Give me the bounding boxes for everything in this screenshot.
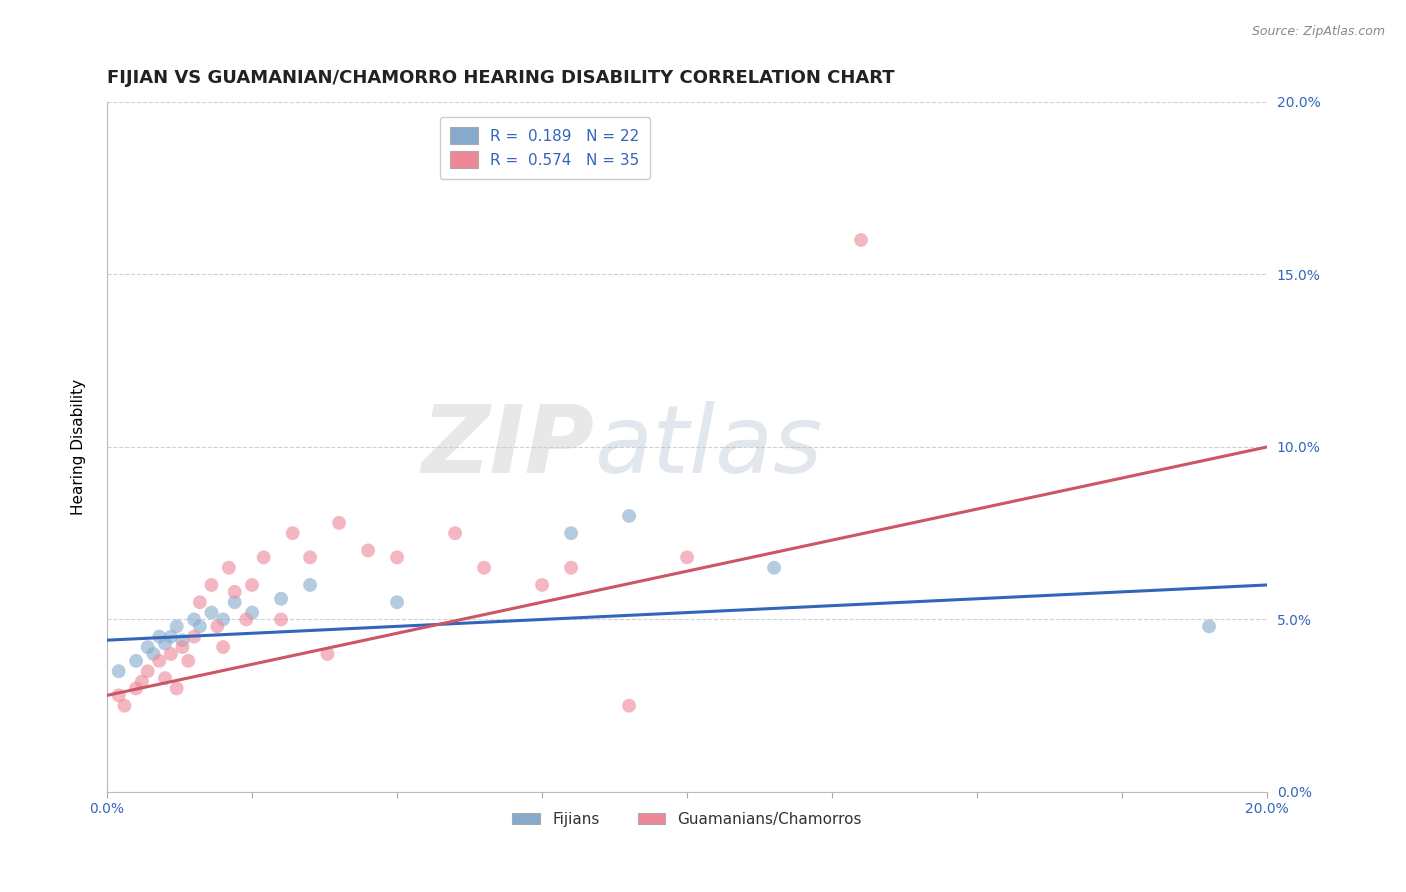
- Point: [531, 578, 554, 592]
- Point: [676, 550, 699, 565]
- Point: [270, 591, 292, 606]
- Point: [160, 630, 183, 644]
- Point: [299, 578, 322, 592]
- Point: [107, 689, 129, 703]
- Point: [148, 630, 170, 644]
- Point: [131, 674, 153, 689]
- Point: [240, 578, 263, 592]
- Point: [560, 560, 582, 574]
- Point: [172, 633, 194, 648]
- Point: [125, 681, 148, 696]
- Text: Source: ZipAtlas.com: Source: ZipAtlas.com: [1251, 25, 1385, 38]
- Point: [224, 585, 246, 599]
- Point: [328, 516, 350, 530]
- Point: [114, 698, 136, 713]
- Point: [172, 640, 194, 654]
- Point: [136, 640, 159, 654]
- Point: [385, 595, 408, 609]
- Point: [299, 550, 322, 565]
- Point: [177, 654, 200, 668]
- Point: [212, 612, 235, 626]
- Point: [472, 560, 495, 574]
- Point: [160, 647, 183, 661]
- Point: [218, 560, 240, 574]
- Point: [270, 612, 292, 626]
- Point: [212, 640, 235, 654]
- Point: [153, 637, 176, 651]
- Point: [617, 508, 640, 523]
- Legend: Fijians, Guamanians/Chamorros: Fijians, Guamanians/Chamorros: [506, 805, 868, 832]
- Point: [183, 630, 205, 644]
- Point: [1198, 619, 1220, 633]
- Point: [166, 681, 188, 696]
- Point: [188, 619, 211, 633]
- Point: [444, 526, 467, 541]
- Point: [281, 526, 304, 541]
- Point: [560, 526, 582, 541]
- Point: [183, 612, 205, 626]
- Point: [166, 619, 188, 633]
- Point: [849, 233, 872, 247]
- Point: [125, 654, 148, 668]
- Point: [148, 654, 170, 668]
- Point: [153, 671, 176, 685]
- Point: [763, 560, 786, 574]
- Point: [316, 647, 339, 661]
- Point: [188, 595, 211, 609]
- Point: [200, 606, 222, 620]
- Point: [207, 619, 229, 633]
- Point: [385, 550, 408, 565]
- Point: [224, 595, 246, 609]
- Text: ZIP: ZIP: [422, 401, 595, 493]
- Point: [253, 550, 276, 565]
- Point: [142, 647, 165, 661]
- Point: [240, 606, 263, 620]
- Point: [200, 578, 222, 592]
- Point: [136, 664, 159, 678]
- Text: FIJIAN VS GUAMANIAN/CHAMORRO HEARING DISABILITY CORRELATION CHART: FIJIAN VS GUAMANIAN/CHAMORRO HEARING DIS…: [107, 69, 894, 87]
- Point: [235, 612, 257, 626]
- Point: [107, 664, 129, 678]
- Point: [617, 698, 640, 713]
- Y-axis label: Hearing Disability: Hearing Disability: [72, 379, 86, 515]
- Text: atlas: atlas: [595, 401, 823, 492]
- Point: [357, 543, 380, 558]
